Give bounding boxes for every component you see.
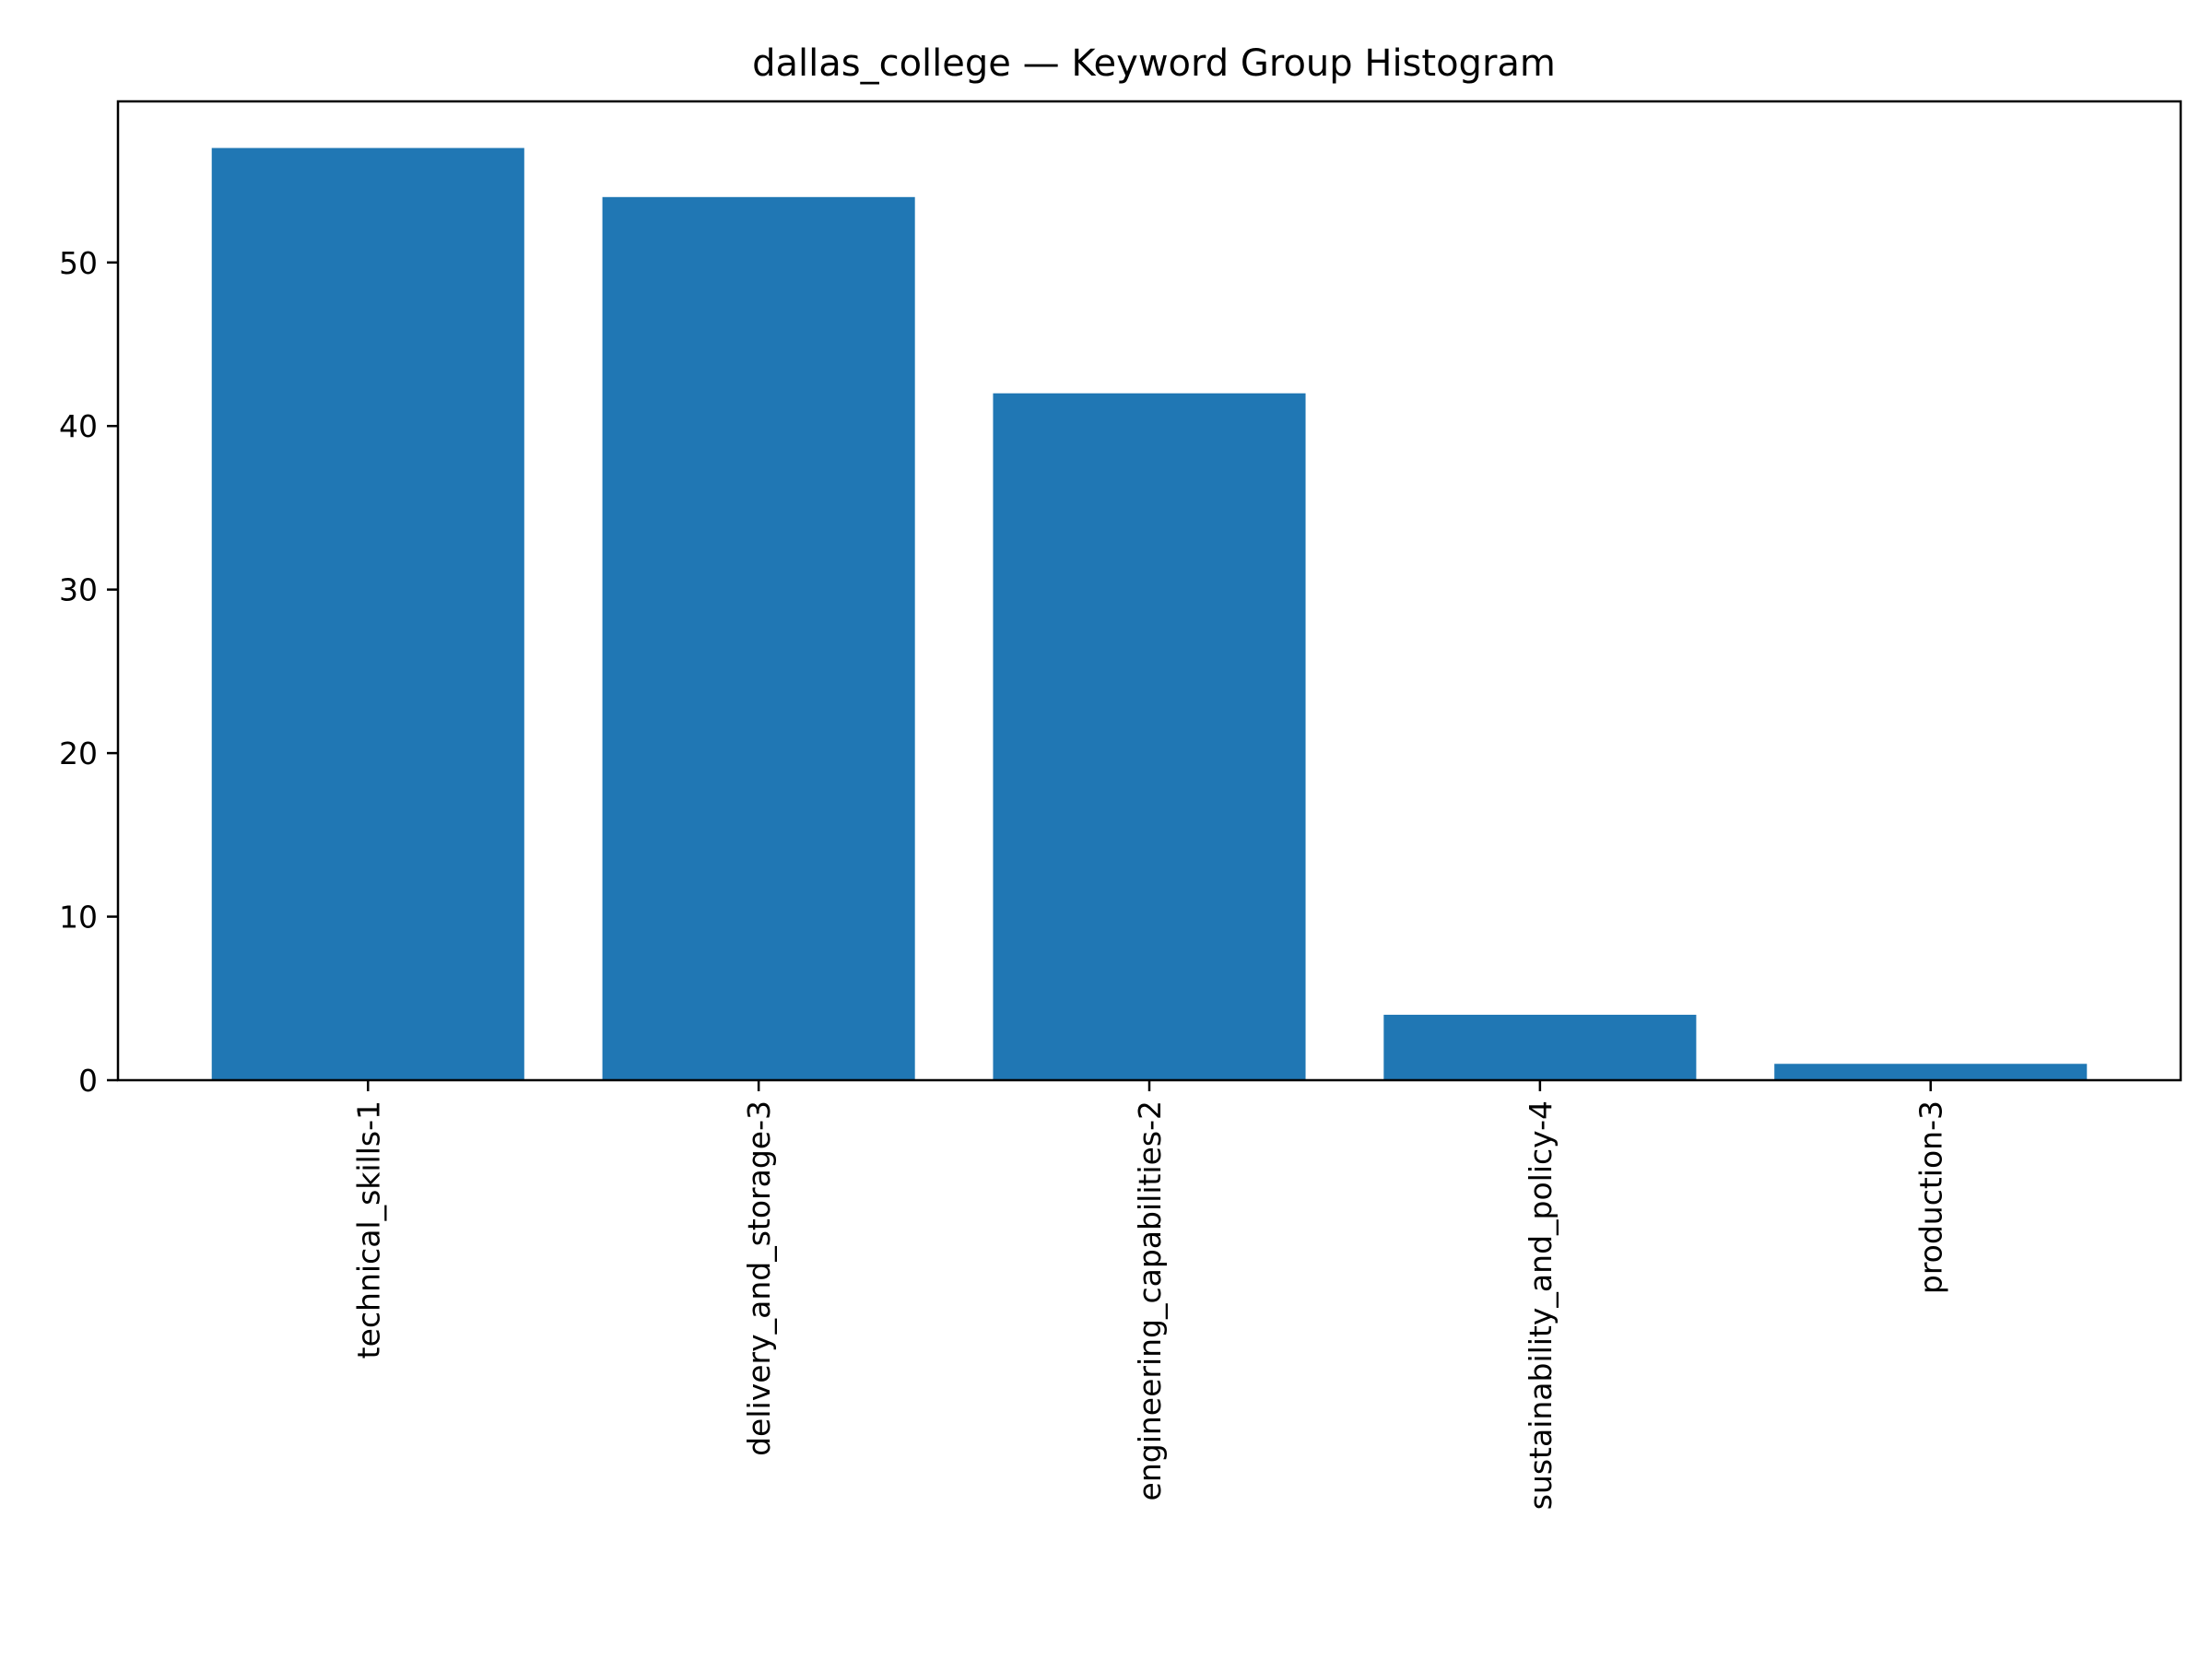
y-axis: 0 10 20 30 40 50 (59, 245, 118, 1099)
chart-title: dallas_college — Keyword Group Histogram (752, 42, 1556, 85)
y-tick-label: 50 (59, 245, 98, 281)
bar-technical_skills-1 (211, 147, 524, 1081)
x-tick-label: sustainability_and_policy-4 (1523, 1100, 1559, 1510)
y-tick-label: 20 (59, 735, 98, 771)
x-tick-label: technical_skills-1 (350, 1100, 386, 1359)
y-tick-label: 40 (59, 408, 98, 444)
bar-production-3 (1774, 1064, 2088, 1080)
bars-layer (211, 147, 2088, 1081)
plot-frame (116, 100, 2183, 1082)
x-tick-label: production-3 (1913, 1100, 1949, 1294)
bar-engineering_capabilities-2 (993, 393, 1306, 1081)
x-axis: technical_skills-1 delivery_and_storage-3… (350, 1080, 1949, 1510)
y-tick-label: 30 (59, 572, 98, 608)
bar-sustainability_and_policy-4 (1383, 1015, 1697, 1080)
x-tick-label: delivery_and_storage-3 (741, 1100, 777, 1456)
y-tick-label: 10 (59, 900, 98, 935)
y-tick-label: 0 (78, 1063, 98, 1099)
bar-delivery_and_storage-3 (602, 196, 915, 1080)
x-tick-label: engineering_capabilities-2 (1132, 1100, 1168, 1500)
